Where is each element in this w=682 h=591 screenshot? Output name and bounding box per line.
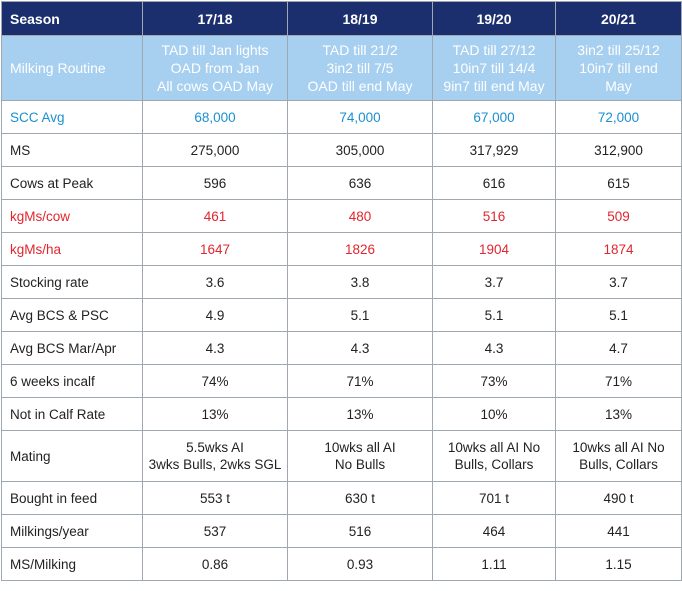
table-cell: 74,000 — [287, 100, 433, 134]
table-row-ms-per-milking: MS/Milking 0.86 0.93 1.11 1.15 — [1, 547, 682, 581]
table-row-scc-avg: SCC Avg 68,000 74,000 67,000 72,000 — [1, 100, 682, 134]
season-column-header: 18/19 — [287, 1, 433, 36]
table-cell: 3.7 — [555, 265, 682, 299]
table-cell: 616 — [432, 166, 556, 200]
table-cell: 0.93 — [287, 547, 433, 581]
table-cell: 67,000 — [432, 100, 556, 134]
season-column-header: 20/21 — [555, 1, 682, 36]
table-cell: 5.1 — [287, 298, 433, 332]
table-cell: 701 t — [432, 481, 556, 515]
row-label: Bought in feed — [1, 481, 143, 515]
season-header: Season — [1, 1, 143, 36]
table-cell: 4.7 — [555, 331, 682, 365]
season-comparison-table: Season 17/18 18/19 19/20 20/21 Milking R… — [1, 1, 682, 581]
row-label: Mating — [1, 430, 143, 482]
table-cell: 636 — [287, 166, 433, 200]
table-cell: 13% — [287, 397, 433, 431]
table-cell: 275,000 — [142, 133, 288, 167]
row-label: Not in Calf Rate — [1, 397, 143, 431]
table-cell: 1874 — [555, 232, 682, 266]
table-cell: 1826 — [287, 232, 433, 266]
season-column-header: 19/20 — [432, 1, 556, 36]
row-label: Cows at Peak — [1, 166, 143, 200]
table-row-6-weeks-incalf: 6 weeks incalf 74% 71% 73% 71% — [1, 364, 682, 398]
table-cell: 1.11 — [432, 547, 556, 581]
table-cell: 480 — [287, 199, 433, 233]
table-cell: 1904 — [432, 232, 556, 266]
table-row-stocking-rate: Stocking rate 3.6 3.8 3.7 3.7 — [1, 265, 682, 299]
table-cell: 10% — [432, 397, 556, 431]
row-label: MS — [1, 133, 143, 167]
table-cell: 4.3 — [287, 331, 433, 365]
table-cell: 71% — [287, 364, 433, 398]
table-cell: 3.7 — [432, 265, 556, 299]
table-cell: 3in2 till 25/12 10in7 till end May — [555, 35, 682, 101]
table-cell: 509 — [555, 199, 682, 233]
table-cell: 74% — [142, 364, 288, 398]
table-cell: 10wks all AI No Bulls, Collars — [432, 430, 556, 482]
table-cell: 464 — [432, 514, 556, 548]
table-row-cows-at-peak: Cows at Peak 596 636 616 615 — [1, 166, 682, 200]
table-cell: 72,000 — [555, 100, 682, 134]
table-cell: 3.6 — [142, 265, 288, 299]
table-cell: 3.8 — [287, 265, 433, 299]
table-cell: 0.86 — [142, 547, 288, 581]
table-cell: 615 — [555, 166, 682, 200]
table-cell: 4.9 — [142, 298, 288, 332]
row-label: Milking Routine — [1, 35, 143, 101]
table-cell: 441 — [555, 514, 682, 548]
table-cell: 516 — [432, 199, 556, 233]
table-cell: 317,929 — [432, 133, 556, 167]
table-cell: 537 — [142, 514, 288, 548]
table-row-ms: MS 275,000 305,000 317,929 312,900 — [1, 133, 682, 167]
table-cell: 596 — [142, 166, 288, 200]
table-cell: TAD till 21/2 3in2 till 7/5 OAD till end… — [287, 35, 433, 101]
row-label: Milkings/year — [1, 514, 143, 548]
table-row-kgms-per-cow: kgMs/cow 461 480 516 509 — [1, 199, 682, 233]
table-cell: 10wks all AI No Bulls, Collars — [555, 430, 682, 482]
row-label: kgMs/cow — [1, 199, 143, 233]
table-row-avg-bcs-mar-apr: Avg BCS Mar/Apr 4.3 4.3 4.3 4.7 — [1, 331, 682, 365]
table-cell: 516 — [287, 514, 433, 548]
table-cell: 1647 — [142, 232, 288, 266]
row-label: MS/Milking — [1, 547, 143, 581]
table-cell: 4.3 — [142, 331, 288, 365]
table-cell: 4.3 — [432, 331, 556, 365]
table-cell: 1.15 — [555, 547, 682, 581]
table-row-bought-in-feed: Bought in feed 553 t 630 t 701 t 490 t — [1, 481, 682, 515]
row-label: Avg BCS Mar/Apr — [1, 331, 143, 365]
table-cell: 13% — [142, 397, 288, 431]
table-cell: 5.5wks AI 3wks Bulls, 2wks SGL — [142, 430, 288, 482]
table-row-not-in-calf-rate: Not in Calf Rate 13% 13% 10% 13% — [1, 397, 682, 431]
row-label: kgMs/ha — [1, 232, 143, 266]
table-cell: 68,000 — [142, 100, 288, 134]
row-label: Avg BCS & PSC — [1, 298, 143, 332]
table-cell: 490 t — [555, 481, 682, 515]
table-cell: TAD till 27/12 10in7 till 14/4 9in7 till… — [432, 35, 556, 101]
table-cell: 73% — [432, 364, 556, 398]
milking-routine-row: Milking Routine TAD till Jan lights OAD … — [1, 35, 682, 101]
row-label: 6 weeks incalf — [1, 364, 143, 398]
table-row-mating: Mating 5.5wks AI 3wks Bulls, 2wks SGL 10… — [1, 430, 682, 482]
table-cell: 553 t — [142, 481, 288, 515]
row-label: Stocking rate — [1, 265, 143, 299]
table-cell: 461 — [142, 199, 288, 233]
table-cell: 71% — [555, 364, 682, 398]
table-row-kgms-per-ha: kgMs/ha 1647 1826 1904 1874 — [1, 232, 682, 266]
table-cell: 5.1 — [432, 298, 556, 332]
table-cell: TAD till Jan lights OAD from Jan All cow… — [142, 35, 288, 101]
table-cell: 10wks all AI No Bulls — [287, 430, 433, 482]
table-cell: 630 t — [287, 481, 433, 515]
table-row-milkings-per-year: Milkings/year 537 516 464 441 — [1, 514, 682, 548]
table-row-avg-bcs-psc: Avg BCS & PSC 4.9 5.1 5.1 5.1 — [1, 298, 682, 332]
header-row: Season 17/18 18/19 19/20 20/21 — [1, 1, 682, 36]
season-column-header: 17/18 — [142, 1, 288, 36]
table-cell: 312,900 — [555, 133, 682, 167]
table-cell: 13% — [555, 397, 682, 431]
table-cell: 305,000 — [287, 133, 433, 167]
row-label: SCC Avg — [1, 100, 143, 134]
table-cell: 5.1 — [555, 298, 682, 332]
